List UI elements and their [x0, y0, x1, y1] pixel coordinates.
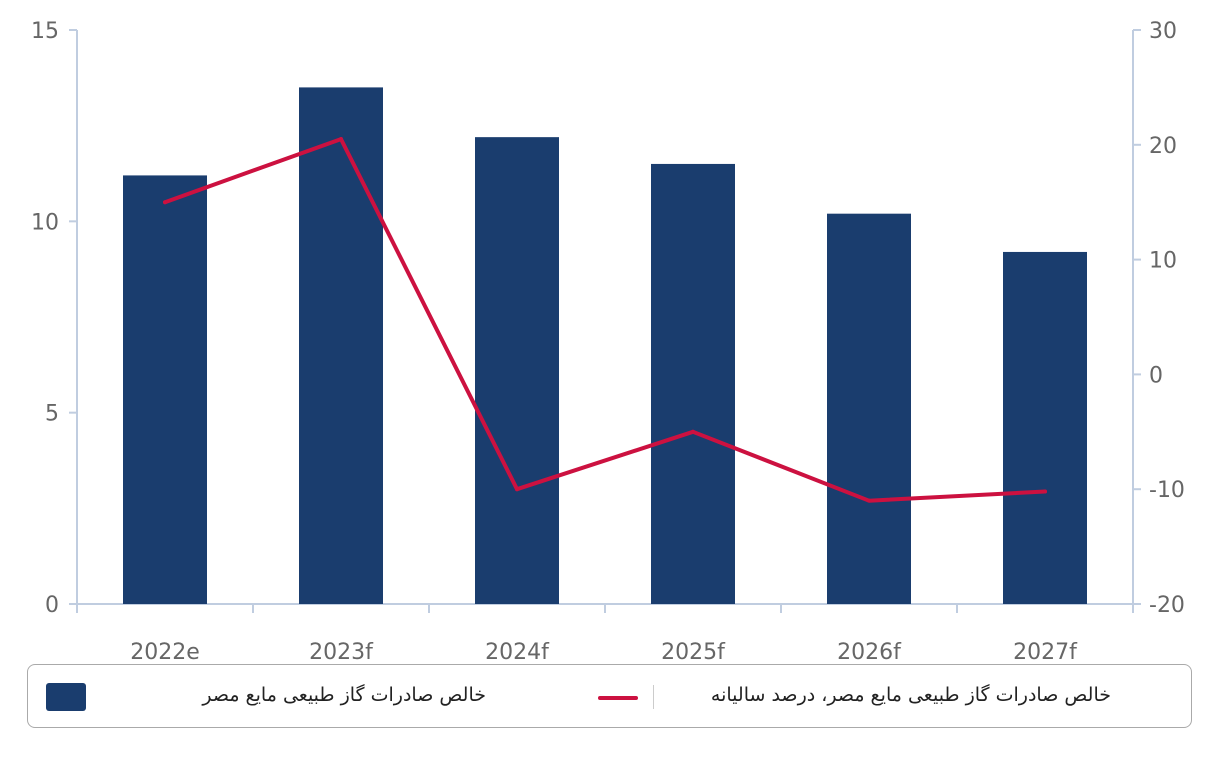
- x-tick-label: 2024f: [485, 640, 550, 660]
- line-path: [163, 137, 1047, 503]
- line-series: [163, 137, 1047, 503]
- legend: خالص صادرات گاز طبیعی مایع مصر خالص صادر…: [27, 664, 1192, 728]
- y-right-tick-label: -10: [1149, 478, 1185, 503]
- legend-line-label: خالص صادرات گاز طبیعی مایع مصر، درصد سال…: [710, 684, 1111, 706]
- y-left-tick-label: 5: [45, 402, 59, 427]
- line-point: [163, 200, 167, 205]
- line-point: [515, 487, 519, 492]
- bar-series: [123, 87, 1087, 605]
- legend-line-swatch: [598, 696, 638, 700]
- legend-bar-swatch: [46, 683, 86, 711]
- legend-bar-label: خالص صادرات گاز طبیعی مایع مصر: [202, 684, 486, 706]
- x-tick-label: 2026f: [837, 640, 902, 660]
- line-point: [867, 498, 871, 503]
- bar: [475, 137, 559, 604]
- chart-area: 0 5 10 15 -20 -10 0 10 20 30 2022e 2023f 2024f 2025f 2…: [31, 19, 1185, 660]
- y-right-tick-label: 30: [1149, 19, 1177, 44]
- bar: [299, 87, 383, 604]
- y-left-tick-label: 10: [31, 210, 59, 235]
- y-right-tick-label: 20: [1149, 134, 1177, 159]
- line-point: [1043, 489, 1047, 494]
- y-right-tick-label: 10: [1149, 249, 1177, 274]
- line-point: [691, 429, 695, 434]
- x-tick-label: 2022e: [130, 640, 200, 660]
- bar: [651, 163, 735, 604]
- x-tick-label: 2027f: [1013, 640, 1078, 660]
- bar: [827, 213, 911, 604]
- x-tick-label: 2025f: [661, 640, 726, 660]
- bar: [123, 175, 207, 604]
- x-tick-label: 2023f: [309, 640, 374, 660]
- legend-separator: [653, 685, 654, 709]
- line-point: [339, 137, 343, 142]
- tick-labels: 0 5 10 15 -20 -10 0 10 20 30 2022e 2023f 2024f 2025f 2…: [31, 19, 1185, 660]
- bar: [1003, 251, 1087, 605]
- chart-axes: [69, 29, 1141, 613]
- y-left-tick-label: 15: [31, 19, 59, 44]
- y-right-tick-label: -20: [1149, 593, 1185, 618]
- y-right-tick-label: 0: [1149, 363, 1163, 388]
- y-left-tick-label: 0: [45, 593, 59, 618]
